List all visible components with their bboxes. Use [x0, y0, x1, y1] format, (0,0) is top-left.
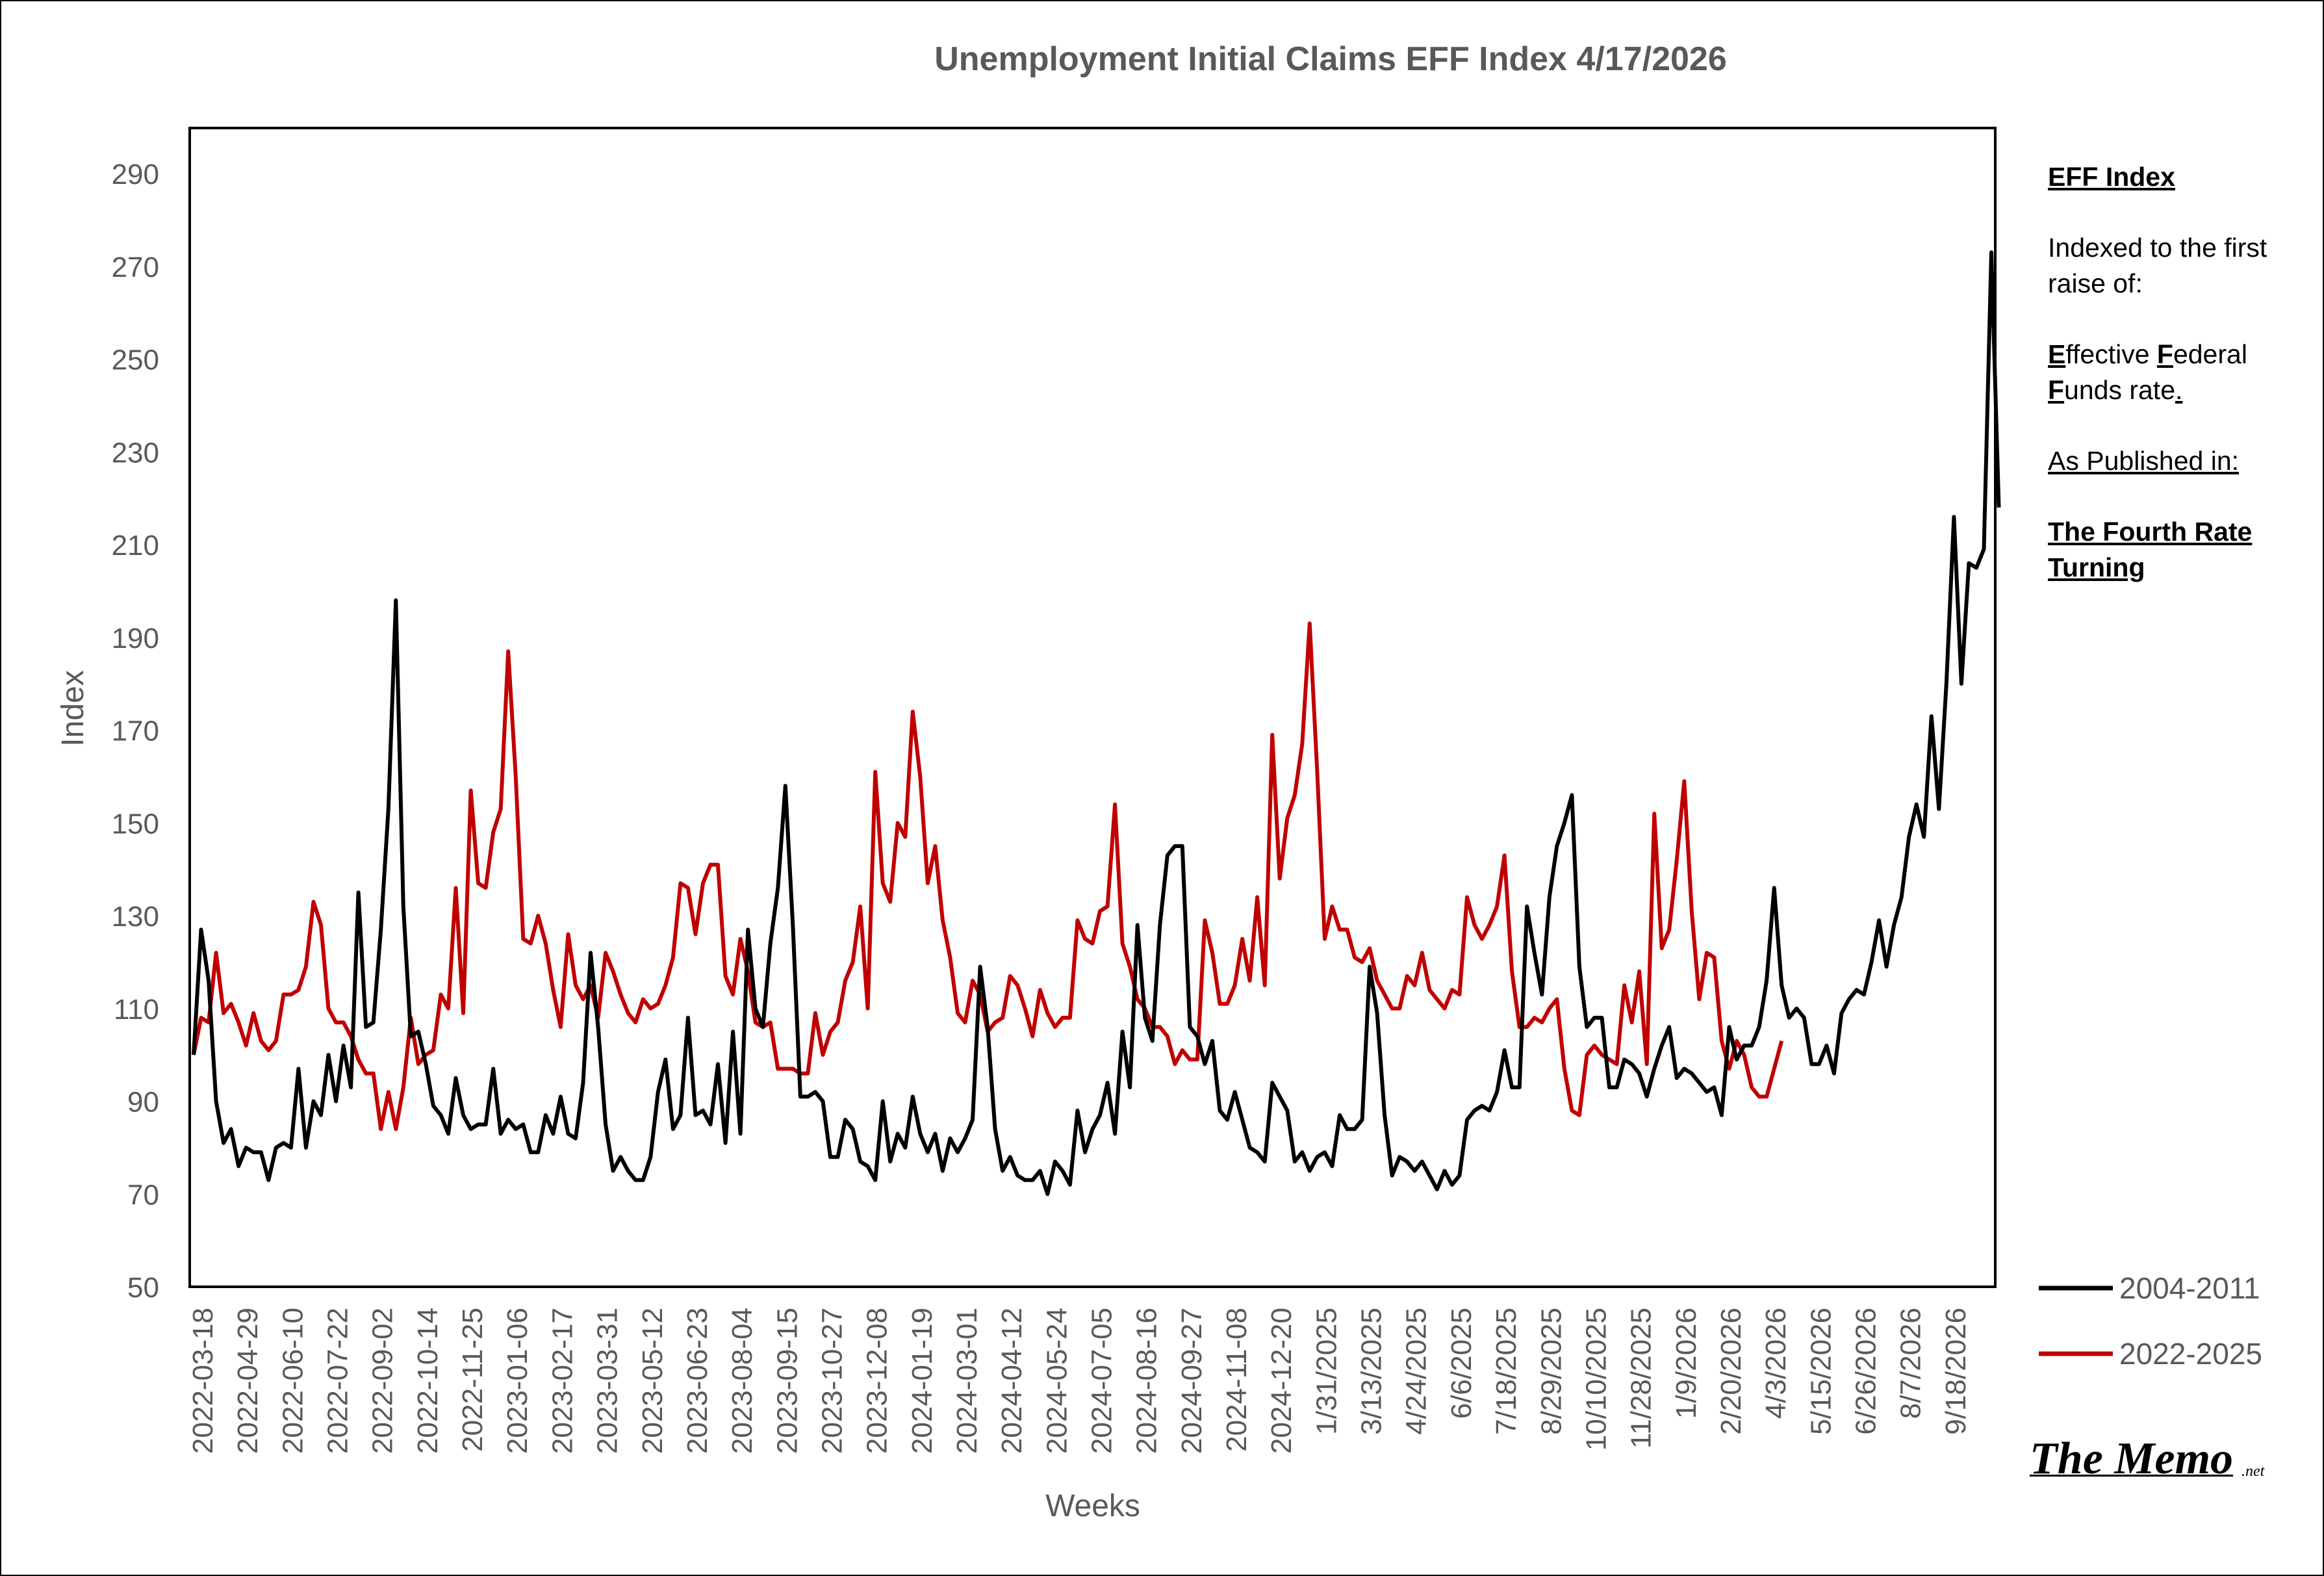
x-tick-label: 8/29/2025 — [1535, 1308, 1567, 1435]
x-axis-label: Weeks — [1045, 1489, 1140, 1523]
sidebar-line-indexed: Indexed to the first raise of: — [2048, 233, 2267, 298]
legend: 2004-2011 2022-2025 — [2039, 1271, 2262, 1371]
x-tick-label: 2/20/2026 — [1715, 1308, 1747, 1435]
x-tick-label: 1/9/2026 — [1670, 1308, 1702, 1419]
x-tick-label: 2024-03-01 — [951, 1308, 983, 1454]
brand-name: The Memo — [2030, 1434, 2234, 1484]
x-tick-label: 2022-04-29 — [232, 1308, 264, 1454]
y-tick-label: 210 — [112, 530, 159, 562]
y-tick-label: 290 — [112, 159, 159, 190]
chart-title: Unemployment Initial Claims EFF Index 4/… — [934, 40, 1727, 78]
sidebar-line-eff: Effective Federal Funds rate. — [2048, 337, 2308, 408]
x-tick-label: 2023-06-23 — [682, 1308, 713, 1454]
series-line-2004-2011 — [192, 250, 2001, 1196]
x-tick-label: 2024-01-19 — [906, 1308, 938, 1454]
x-tick-label: 5/15/2026 — [1805, 1308, 1837, 1435]
x-tick-label: 2023-10-27 — [816, 1308, 848, 1454]
x-tick-label: 2024-11-08 — [1221, 1308, 1253, 1452]
x-tick-label: 2023-01-06 — [502, 1308, 533, 1454]
x-tick-label: 7/18/2025 — [1490, 1308, 1522, 1435]
y-tick-label: 110 — [114, 994, 159, 1026]
x-tick-label: 3/13/2025 — [1356, 1308, 1388, 1435]
y-tick-label: 150 — [112, 808, 159, 840]
x-tick-label: 2022-09-02 — [367, 1308, 399, 1454]
x-tick-label: 2023-05-12 — [637, 1308, 669, 1454]
sidebar-text-ffective: ffective — [2065, 339, 2157, 369]
y-tick-label: 50 — [127, 1272, 159, 1304]
sidebar-letter-e: E — [2048, 339, 2066, 369]
x-tick-label: 9/18/2026 — [1940, 1308, 1972, 1435]
x-tick-label: 2024-08-16 — [1131, 1308, 1163, 1454]
x-axis-ticks: 2022-03-18 2022-04-29 2022-06-10 2022-07-22… — [187, 1308, 1972, 1454]
x-tick-label: 6/26/2026 — [1850, 1308, 1882, 1435]
series-layer — [192, 250, 2001, 1196]
y-tick-label: 130 — [112, 901, 159, 933]
brand-suffix: .net — [2241, 1463, 2265, 1480]
sidebar-line-published: As Published in: — [2048, 446, 2240, 476]
plot-area-border — [188, 127, 1997, 1288]
x-tick-label: 2023-08-04 — [726, 1308, 758, 1454]
x-tick-label: 2023-02-17 — [546, 1308, 578, 1454]
x-tick-label: 2022-10-14 — [412, 1308, 444, 1454]
brand-logo: The Memo .net — [2027, 1433, 2300, 1492]
x-tick-label: 6/6/2025 — [1446, 1308, 1477, 1419]
x-tick-label: 2023-09-15 — [771, 1308, 803, 1454]
x-tick-label: 8/7/2026 — [1895, 1308, 1927, 1419]
y-tick-label: 270 — [112, 252, 159, 283]
sidebar-heading: EFF Index — [2048, 162, 2175, 192]
sidebar-letter-f1: F — [2156, 339, 2173, 369]
x-tick-label: 2022-03-18 — [187, 1308, 219, 1454]
y-tick-label: 190 — [112, 623, 159, 654]
sidebar-text-unds: unds rate — [2064, 375, 2175, 405]
sidebar-letter-f2: F — [2048, 375, 2065, 405]
x-tick-label: 2024-09-27 — [1176, 1308, 1208, 1454]
x-tick-label: 2022-06-10 — [277, 1308, 309, 1454]
x-tick-label: 1/31/2025 — [1310, 1308, 1342, 1435]
x-tick-label: 4/3/2026 — [1760, 1308, 1792, 1419]
x-tick-label: 2022-11-25 — [457, 1308, 489, 1452]
sidebar-note: EFF Index Indexed to the first raise of:… — [2048, 159, 2308, 621]
sidebar-publication-title: The Fourth Rate Turning — [2048, 517, 2253, 582]
x-tick-label: 10/10/2025 — [1580, 1308, 1612, 1451]
x-tick-label: 2022-07-22 — [322, 1308, 354, 1454]
sidebar-text-ederal: ederal — [2173, 339, 2247, 369]
x-tick-label: 2024-12-20 — [1266, 1308, 1297, 1454]
y-tick-label: 70 — [127, 1179, 159, 1211]
y-tick-label: 250 — [112, 344, 159, 376]
x-tick-label: 2023-12-08 — [862, 1308, 893, 1454]
x-tick-label: 11/28/2025 — [1626, 1308, 1657, 1449]
x-tick-label: 2024-04-12 — [996, 1308, 1028, 1454]
y-tick-label: 230 — [112, 437, 159, 469]
legend-label: 2022-2025 — [2119, 1337, 2262, 1371]
sidebar-text-dot: . — [2175, 375, 2183, 405]
y-tick-label: 170 — [112, 716, 159, 747]
x-tick-label: 4/24/2025 — [1401, 1308, 1433, 1435]
legend-label: 2004-2011 — [2119, 1271, 2260, 1305]
y-axis-label: Index — [56, 670, 90, 746]
y-tick-label: 90 — [127, 1087, 159, 1118]
x-tick-label: 2023-03-31 — [592, 1308, 624, 1454]
y-axis-ticks: 50 70 90 110 130 150 170 190 210 230 250 270 290 — [112, 159, 159, 1304]
x-tick-label: 2024-07-05 — [1086, 1308, 1118, 1454]
x-tick-label: 2024-05-24 — [1041, 1308, 1073, 1454]
